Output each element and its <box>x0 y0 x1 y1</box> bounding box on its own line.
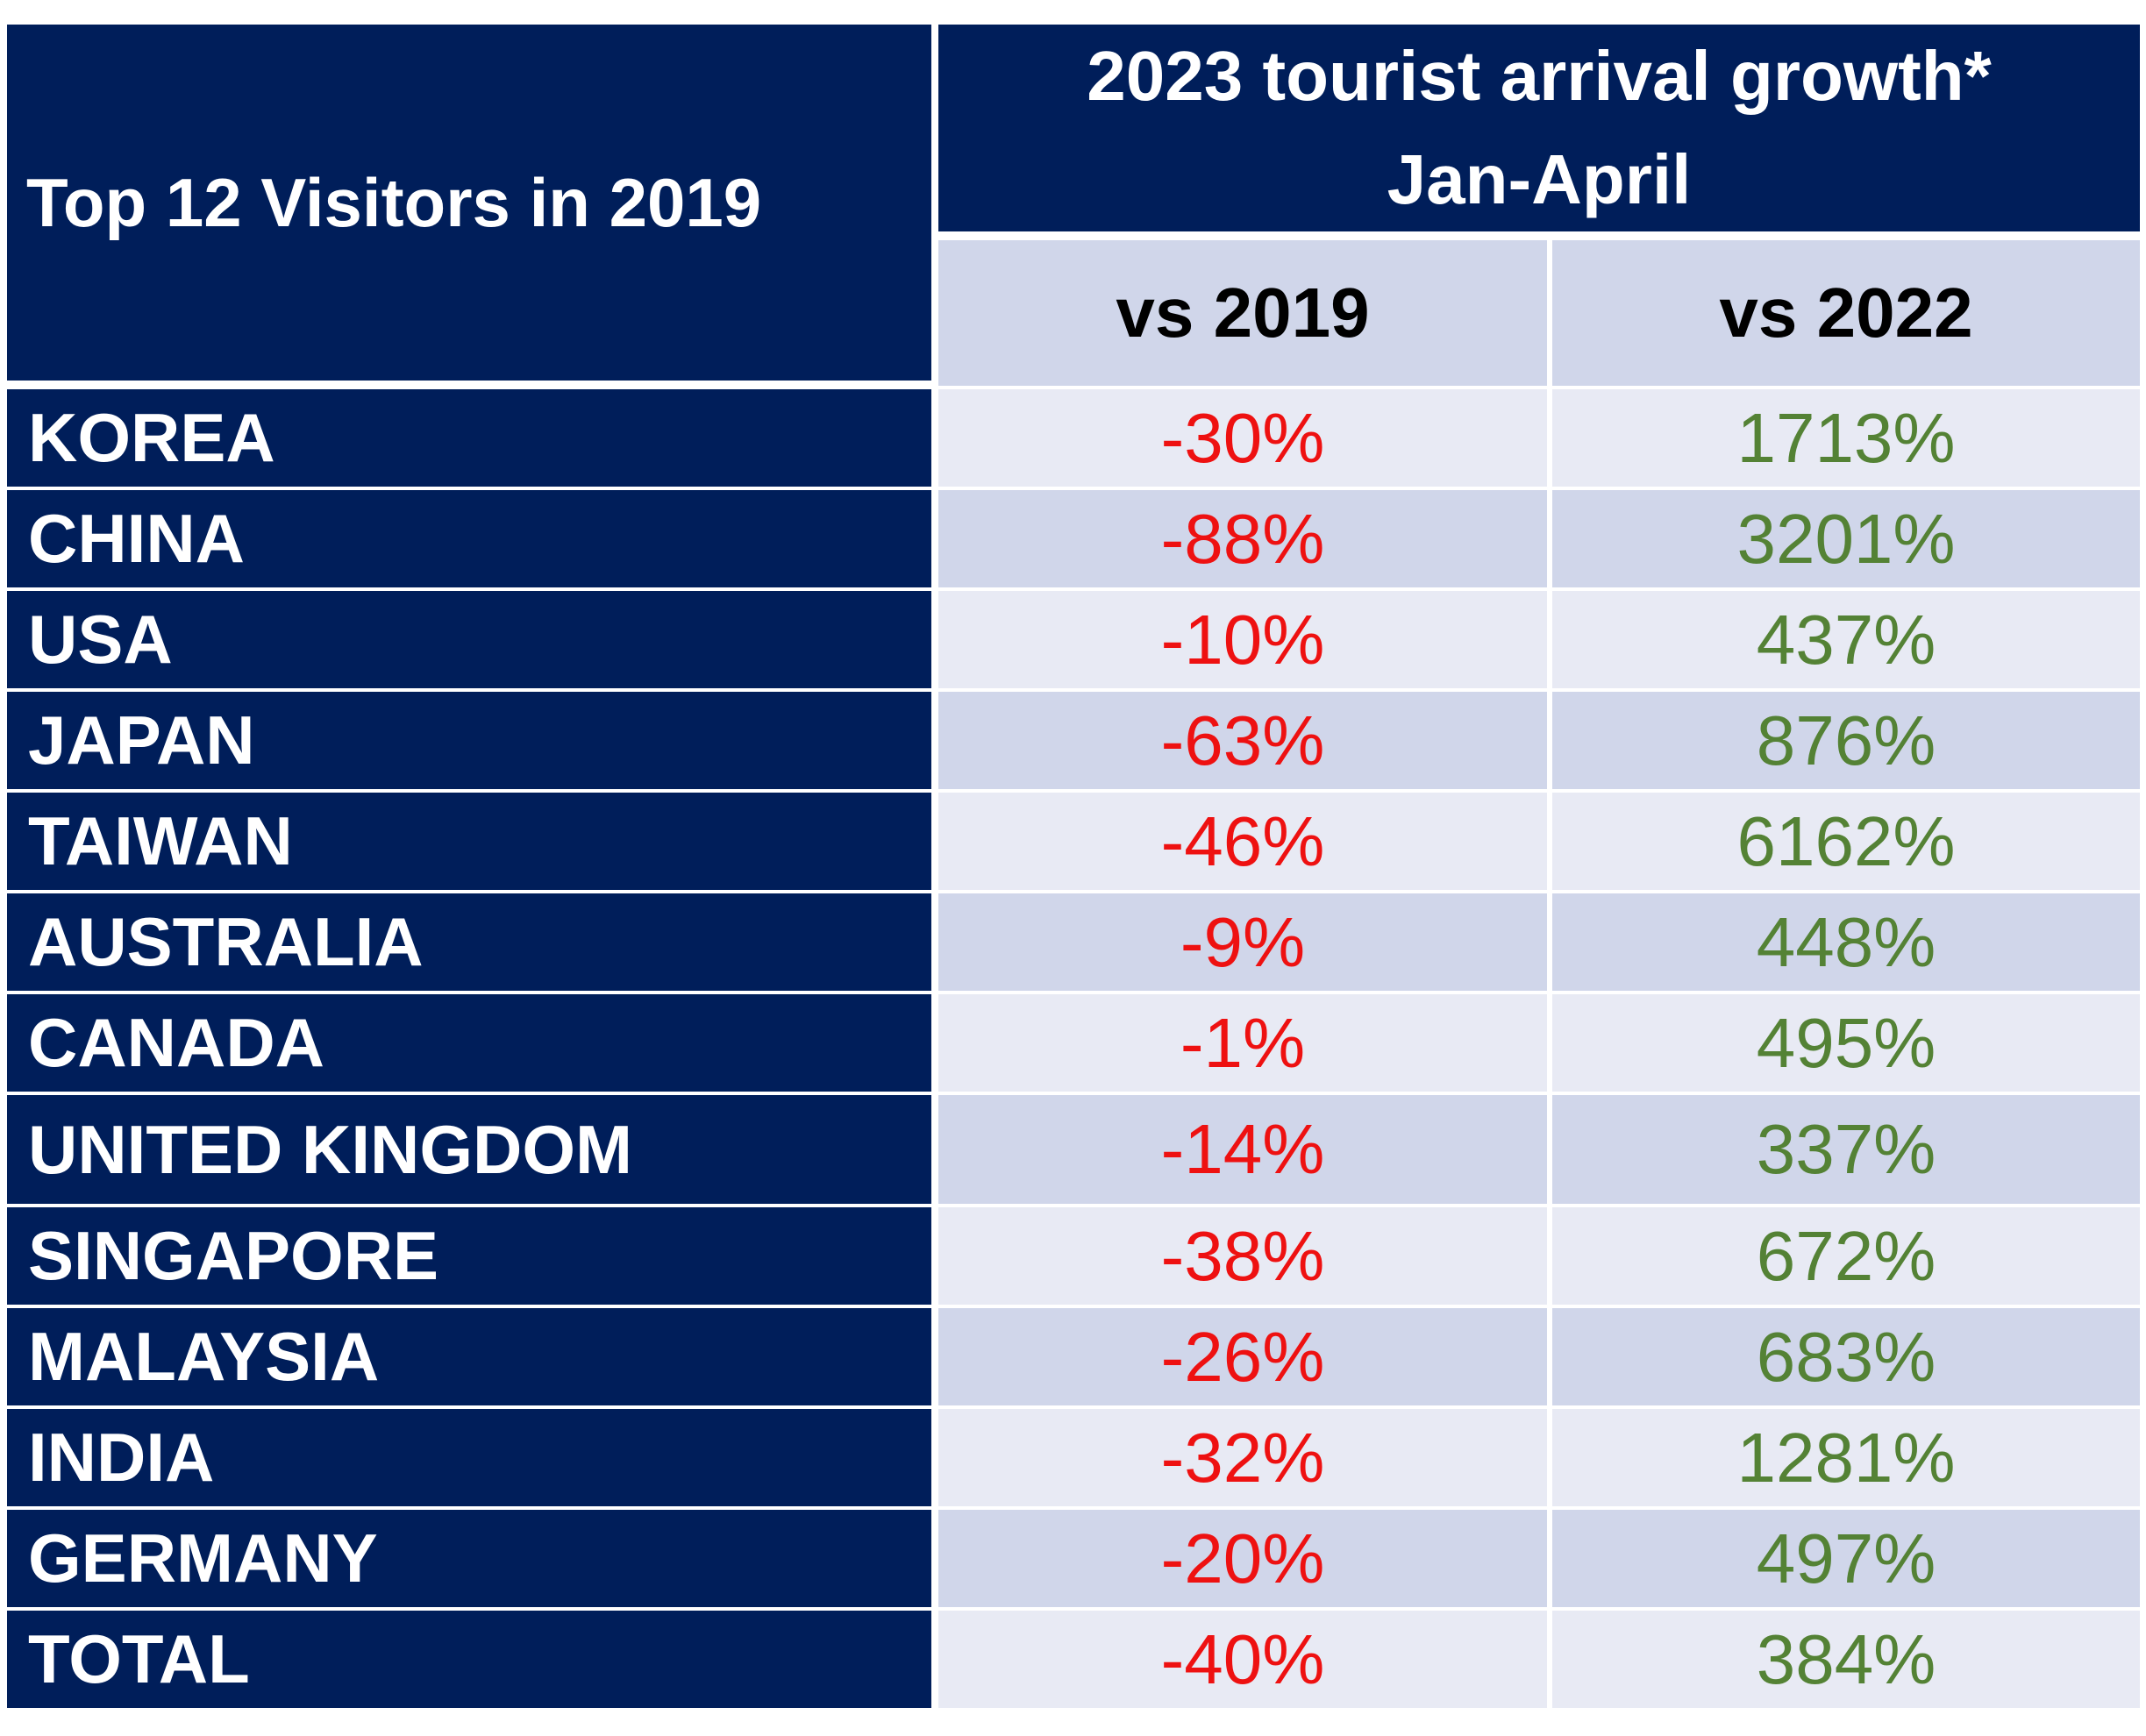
growth-vs-2022-cell: 448% <box>1552 893 2141 994</box>
growth-vs-2022-cell: 672% <box>1552 1207 2141 1308</box>
country-cell: MALAYSIA <box>7 1308 938 1409</box>
growth-vs-2019-cell: -14% <box>938 1095 1552 1207</box>
country-cell: KOREA <box>7 389 938 490</box>
growth-header: 2023 tourist arrival growth* Jan-April <box>938 25 2141 240</box>
table-row: AUSTRALIA -9% 448% <box>7 893 2141 994</box>
growth-vs-2019-cell: -88% <box>938 490 1552 591</box>
growth-vs-2019-cell: -38% <box>938 1207 1552 1308</box>
growth-vs-2022-cell: 495% <box>1552 994 2141 1095</box>
tourist-growth-table: Top 12 Visitors in 2019 2023 tourist arr… <box>7 25 2141 1711</box>
growth-vs-2022-cell: 497% <box>1552 1510 2141 1611</box>
country-cell: USA <box>7 591 938 692</box>
country-cell: CHINA <box>7 490 938 591</box>
growth-vs-2019-cell: -63% <box>938 692 1552 793</box>
table-row: USA -10% 437% <box>7 591 2141 692</box>
country-cell: JAPAN <box>7 692 938 793</box>
growth-vs-2022-cell: 1281% <box>1552 1409 2141 1510</box>
growth-vs-2022-cell: 3201% <box>1552 490 2141 591</box>
column-header-vs-2022: vs 2022 <box>1552 240 2141 389</box>
column-header-vs-2019: vs 2019 <box>938 240 1552 389</box>
growth-vs-2019-cell: -32% <box>938 1409 1552 1510</box>
table-row: TOTAL -40% 384% <box>7 1611 2141 1711</box>
country-cell: TOTAL <box>7 1611 938 1711</box>
table-body: KOREA -30% 1713% CHINA -88% 3201% USA -10% 437% J… <box>7 389 2141 1711</box>
growth-vs-2019-cell: -9% <box>938 893 1552 994</box>
growth-vs-2022-cell: 437% <box>1552 591 2141 692</box>
country-cell: SINGAPORE <box>7 1207 938 1308</box>
growth-header-period: Jan-April <box>1387 140 1692 218</box>
table-row: SINGAPORE -38% 672% <box>7 1207 2141 1308</box>
growth-header-title: 2023 tourist arrival growth* <box>1087 37 1992 115</box>
country-cell: UNITED KINGDOM <box>7 1095 938 1207</box>
growth-vs-2019-cell: -10% <box>938 591 1552 692</box>
growth-vs-2019-cell: -30% <box>938 389 1552 490</box>
growth-vs-2019-cell: -46% <box>938 793 1552 893</box>
country-cell: TAIWAN <box>7 793 938 893</box>
growth-vs-2022-cell: 1713% <box>1552 389 2141 490</box>
table-row: UNITED KINGDOM -14% 337% <box>7 1095 2141 1207</box>
top-visitors-header: Top 12 Visitors in 2019 <box>7 25 938 389</box>
table-row: CHINA -88% 3201% <box>7 490 2141 591</box>
table-row: CANADA -1% 495% <box>7 994 2141 1095</box>
growth-vs-2022-cell: 337% <box>1552 1095 2141 1207</box>
growth-vs-2022-cell: 683% <box>1552 1308 2141 1409</box>
growth-vs-2019-cell: -1% <box>938 994 1552 1095</box>
country-cell: INDIA <box>7 1409 938 1510</box>
growth-vs-2022-cell: 384% <box>1552 1611 2141 1711</box>
table-row: KOREA -30% 1713% <box>7 389 2141 490</box>
country-cell: CANADA <box>7 994 938 1095</box>
growth-vs-2022-cell: 6162% <box>1552 793 2141 893</box>
table-row: JAPAN -63% 876% <box>7 692 2141 793</box>
growth-vs-2022-cell: 876% <box>1552 692 2141 793</box>
country-cell: AUSTRALIA <box>7 893 938 994</box>
table-row: INDIA -32% 1281% <box>7 1409 2141 1510</box>
growth-vs-2019-cell: -20% <box>938 1510 1552 1611</box>
table-row: GERMANY -20% 497% <box>7 1510 2141 1611</box>
country-cell: GERMANY <box>7 1510 938 1611</box>
table-row: TAIWAN -46% 6162% <box>7 793 2141 893</box>
growth-vs-2019-cell: -40% <box>938 1611 1552 1711</box>
table-row: MALAYSIA -26% 683% <box>7 1308 2141 1409</box>
growth-vs-2019-cell: -26% <box>938 1308 1552 1409</box>
